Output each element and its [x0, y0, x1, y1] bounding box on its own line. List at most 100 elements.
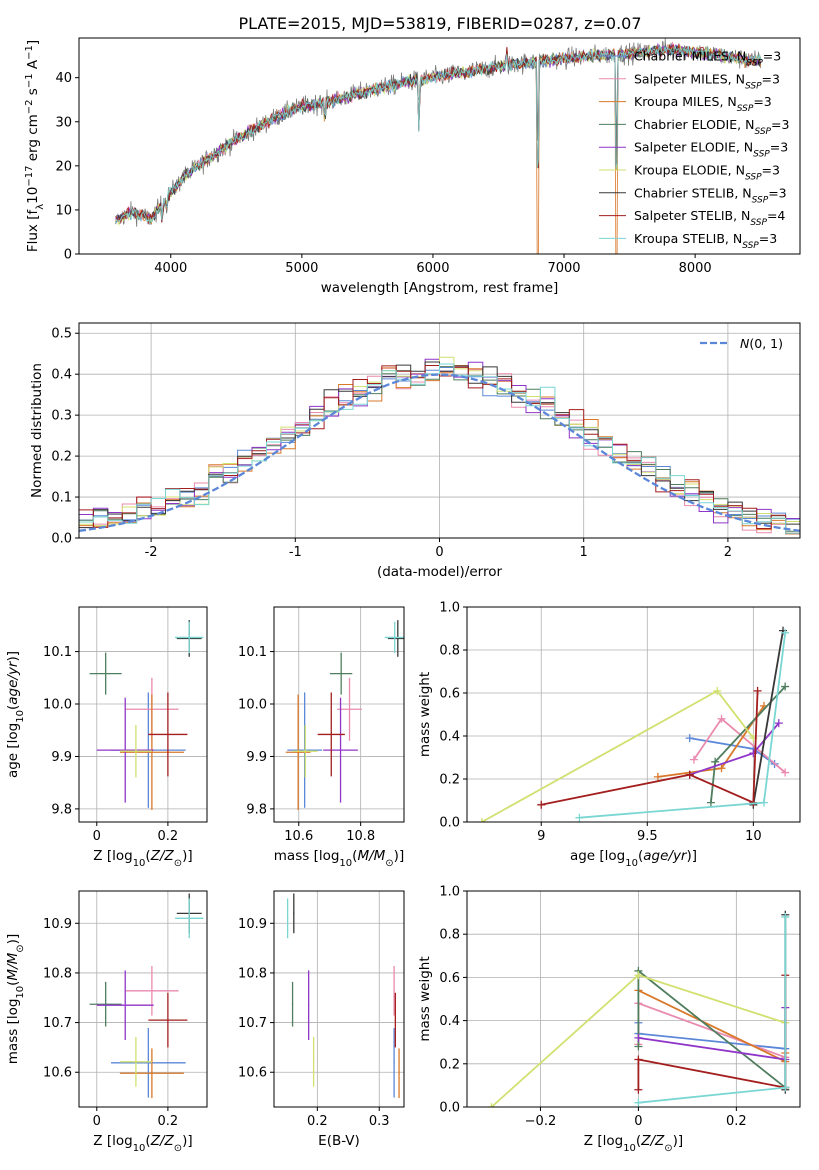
weight-Z-line	[637, 975, 787, 1090]
weight-age-point	[653, 772, 662, 781]
residuals-xtick-label: -1	[289, 545, 302, 560]
age_vs_mass-grid	[274, 607, 404, 822]
weight_vs_age-ytick-label: 0.2	[439, 773, 460, 788]
errorbar-point	[96, 697, 154, 803]
errorbar-point	[175, 898, 204, 939]
normal-curve	[79, 373, 800, 532]
weight-Z-point	[634, 1033, 643, 1042]
weight_vs_age-plot: 9 9.5 10 0.0 0.2 0.4 0.6 0.8 1.0 age [log10(age/y…	[417, 601, 801, 869]
mass_vs_Z-xtick-label: 0	[93, 1114, 101, 1129]
weight-age-point	[759, 798, 768, 807]
weight-age-point	[537, 800, 546, 809]
weight-age-point	[685, 734, 694, 743]
weight-vs-age-ylabel: mass weight	[417, 672, 433, 757]
weight-age-point	[575, 813, 584, 822]
mass_vs_ebv-ytick-label: 10.9	[238, 917, 267, 932]
weight-age-point	[713, 686, 722, 695]
errorbar-point	[111, 1028, 186, 1098]
errorbar-point	[292, 724, 318, 778]
mass_vs_Z-plot: 0 0.2 10.6 10.7 10.8 10.9 Z [log10(Z/Z⊙)] mass …	[5, 890, 208, 1154]
spectrum-ytick-label: 20	[55, 159, 72, 174]
weight-age-point	[717, 764, 726, 773]
legend-entry: Chabrier STELIB, NSSP=3	[634, 185, 787, 205]
mass_vs_Z-marks	[89, 893, 204, 1099]
age_vs_Z-ytick-label: 10.0	[43, 698, 72, 713]
spectrum-xlabel: wavelength [Angstrom, rest frame]	[321, 280, 559, 296]
mass_vs_ebv-plot: 0.2 0.3 10.6 10.7 10.8 10.9 E(B-V)	[238, 890, 405, 1149]
age_vs_mass-marks	[285, 620, 404, 810]
age_vs_mass-frame	[273, 606, 405, 823]
weight-age-point	[753, 686, 762, 695]
spectrum-xtick-label: 8000	[679, 261, 712, 276]
errorbar-point	[323, 697, 358, 803]
mass-vs-ebv-xlabel: E(B-V)	[318, 1133, 360, 1149]
weight-age-point	[774, 719, 783, 728]
residuals-ytick-label: 0.1	[51, 491, 72, 506]
weight_vs_Z-ytick-label: 0.2	[439, 1057, 460, 1072]
errorbar-point	[393, 965, 395, 1016]
spectrum-ytick-label: 30	[55, 115, 72, 130]
mass_vs_ebv-ytick-label: 10.8	[238, 966, 267, 981]
weight_vs_age-ytick-label: 0.8	[439, 644, 460, 659]
spectrum-marks	[115, 38, 762, 254]
errorbar-point	[119, 724, 152, 778]
spectrum-ytick-label: 10	[55, 203, 72, 218]
errorbar-point	[148, 692, 188, 777]
weight_vs_age-xtick-label: 10	[745, 829, 762, 844]
weight_vs_age-xtick-label: 9	[537, 829, 545, 844]
weight_vs_Z-ytick-label: 0.0	[439, 1101, 460, 1116]
errorbar-point	[175, 621, 204, 654]
mass_vs_ebv-xtick-label: 0.3	[369, 1114, 390, 1129]
errorbar-point	[286, 898, 289, 939]
weight-Z-point	[634, 1042, 643, 1051]
weight-age-point	[781, 628, 790, 637]
residuals-ytick-label: 0.5	[51, 327, 72, 342]
weight-Z-point	[634, 1085, 643, 1094]
age_vs_mass-ytick-label: 9.8	[246, 802, 267, 817]
weight-age-point	[781, 768, 790, 777]
residuals-ytick-label: 0.4	[51, 368, 72, 383]
mass_vs_ebv-frame	[273, 890, 405, 1108]
weight-Z-line	[638, 916, 787, 1104]
errorbar-point	[387, 620, 404, 657]
errorbar-point	[119, 1036, 152, 1087]
age_vs_mass-plot: 10.6 10.8 9.8 9.9 10.0 10.1 mass [log10(M/M⊙)]	[238, 606, 405, 869]
legend-entry: Kroupa MILES, NSSP=3	[634, 94, 772, 114]
spectrum-ytick-label: 0	[64, 248, 72, 263]
residuals-xlabel: (data-model)/error	[377, 564, 503, 580]
mass_vs_Z-ytick-label: 10.9	[43, 917, 72, 932]
weight-age-point	[711, 757, 720, 766]
legend-entry: Salpeter ELODIE, NSSP=3	[634, 140, 788, 160]
age_vs_mass-ytick-label: 10.0	[238, 698, 267, 713]
spectrum-xtick-label: 5000	[285, 261, 318, 276]
spectrum-xtick-label: 6000	[416, 261, 449, 276]
residuals-xtick-label: -2	[145, 545, 158, 560]
legend-entry: N(0, 1)	[740, 336, 783, 351]
errorbar-point	[317, 692, 345, 777]
weight_vs_age-ytick-label: 1.0	[439, 601, 460, 616]
mass-vs-Z-xlabel: Z [log10(Z/Z⊙)]	[93, 1133, 192, 1154]
weight_vs_Z-marks	[487, 910, 790, 1107]
age-vs-Z-xlabel: Z [log10(Z/Z⊙)]	[93, 848, 192, 869]
mass_vs_ebv-ytick-label: 10.6	[238, 1066, 267, 1081]
age_vs_Z-xtick-label: 0	[93, 829, 101, 844]
errorbar-point	[308, 970, 310, 1040]
errorbar-point	[119, 694, 184, 810]
weight-Z-point	[634, 971, 643, 980]
mass_vs_ebv-grid	[274, 891, 404, 1107]
errorbar-point	[89, 981, 122, 1027]
mass_vs_ebv-marks	[286, 893, 400, 1099]
residuals-ytick-label: 0.2	[51, 450, 72, 465]
errorbar-point	[384, 621, 404, 654]
spectrum-series-line	[115, 45, 762, 224]
residuals-ylabel: Normed distribution	[29, 363, 45, 498]
age_vs_mass-xtick-label: 10.8	[346, 829, 375, 844]
residuals-ytick-label: 0.3	[51, 409, 72, 424]
errorbar-point	[330, 652, 353, 695]
weight_vs_age-ytick-label: 0.0	[439, 816, 460, 831]
residuals-xtick-label: 1	[580, 545, 588, 560]
figure-title: PLATE=2015, MJD=53819, FIBERID=0287, z=0…	[238, 14, 641, 33]
residuals-xtick-label: 0	[435, 545, 443, 560]
age_vs_Z-grid	[79, 607, 207, 822]
weight_vs_Z-plot: −0.2 0 0.2 0.0 0.2 0.4 0.6 0.8 1.0 Z [log10(Z/Z⊙)…	[417, 885, 801, 1154]
